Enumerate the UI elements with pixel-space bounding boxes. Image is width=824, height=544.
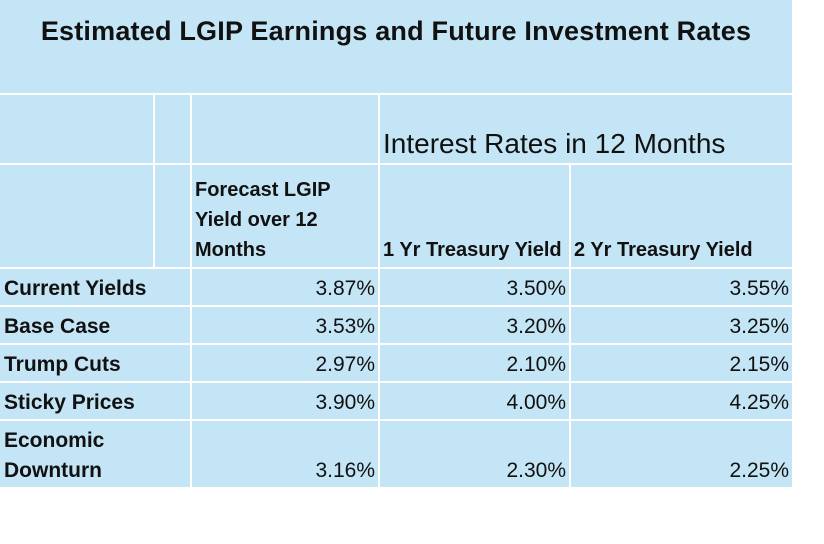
header-empty-cell [0,165,153,267]
header-empty-cell [155,165,190,267]
column-header-2yr: 2 Yr Treasury Yield [571,165,792,267]
row-label: Sticky Prices [0,383,190,419]
one-yr-value: 4.00% [380,383,569,419]
two-yr-value: 3.25% [571,307,792,343]
forecast-value: 3.87% [192,269,378,305]
row-label: Trump Cuts [0,345,190,381]
header-empty-cell [192,95,378,163]
one-yr-value: 3.20% [380,307,569,343]
forecast-value: 2.97% [192,345,378,381]
forecast-value: 3.90% [192,383,378,419]
row-label: Base Case [0,307,190,343]
two-yr-value: 2.25% [571,421,792,487]
header-empty-cell [0,95,153,163]
row-label: Current Yields [0,269,190,305]
group-header: Interest Rates in 12 Months [380,95,792,163]
table-title: Estimated LGIP Earnings and Future Inves… [0,0,792,93]
two-yr-value: 3.55% [571,269,792,305]
two-yr-value: 2.15% [571,345,792,381]
column-header-1yr: 1 Yr Treasury Yield [380,165,569,267]
forecast-value: 3.53% [192,307,378,343]
two-yr-value: 4.25% [571,383,792,419]
one-yr-value: 2.10% [380,345,569,381]
column-header-forecast: Forecast LGIP Yield over 12 Months [192,165,378,267]
one-yr-value: 3.50% [380,269,569,305]
forecast-value: 3.16% [192,421,378,487]
header-empty-cell [155,95,190,163]
row-label: Economic Downturn [0,421,190,487]
one-yr-value: 2.30% [380,421,569,487]
